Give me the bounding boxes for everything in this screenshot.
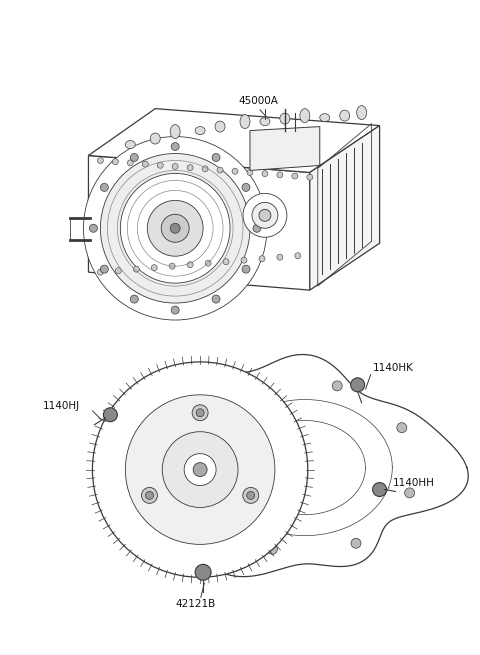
- Circle shape: [212, 295, 220, 303]
- Ellipse shape: [357, 105, 367, 120]
- Circle shape: [247, 170, 253, 176]
- Circle shape: [171, 306, 179, 314]
- Polygon shape: [250, 126, 320, 170]
- Text: 1140HK: 1140HK: [372, 363, 413, 373]
- Circle shape: [130, 295, 138, 303]
- Circle shape: [262, 171, 268, 177]
- Circle shape: [259, 255, 265, 262]
- Circle shape: [195, 565, 211, 580]
- Circle shape: [205, 260, 211, 266]
- Circle shape: [259, 210, 271, 221]
- Circle shape: [212, 153, 220, 162]
- Circle shape: [203, 502, 213, 512]
- Text: 1140HH: 1140HH: [393, 477, 434, 487]
- Circle shape: [187, 262, 193, 268]
- Circle shape: [351, 538, 361, 548]
- Ellipse shape: [320, 113, 330, 122]
- Circle shape: [195, 438, 205, 447]
- Circle shape: [372, 483, 386, 496]
- Circle shape: [127, 160, 133, 166]
- Ellipse shape: [240, 115, 250, 128]
- Ellipse shape: [195, 126, 205, 134]
- Circle shape: [241, 257, 247, 263]
- Ellipse shape: [300, 109, 310, 122]
- Ellipse shape: [215, 121, 225, 132]
- Circle shape: [242, 183, 250, 191]
- Circle shape: [295, 253, 301, 259]
- Circle shape: [120, 174, 230, 283]
- Circle shape: [112, 159, 119, 164]
- Circle shape: [192, 405, 208, 421]
- Circle shape: [171, 143, 179, 151]
- Circle shape: [202, 166, 208, 172]
- Ellipse shape: [170, 124, 180, 139]
- Circle shape: [187, 164, 193, 171]
- Circle shape: [125, 395, 275, 544]
- Circle shape: [277, 254, 283, 260]
- Text: 1140HJ: 1140HJ: [43, 401, 80, 411]
- Circle shape: [169, 263, 175, 269]
- Circle shape: [84, 136, 267, 320]
- Circle shape: [232, 168, 238, 174]
- Circle shape: [115, 268, 121, 274]
- Circle shape: [242, 265, 250, 273]
- Circle shape: [142, 161, 148, 167]
- Circle shape: [252, 202, 278, 229]
- Circle shape: [170, 223, 180, 233]
- Circle shape: [292, 173, 298, 179]
- Ellipse shape: [125, 141, 135, 149]
- Circle shape: [307, 174, 313, 180]
- Circle shape: [277, 172, 283, 178]
- Polygon shape: [310, 126, 380, 290]
- Circle shape: [100, 265, 108, 273]
- Circle shape: [130, 153, 138, 162]
- Circle shape: [145, 491, 154, 499]
- Circle shape: [184, 454, 216, 485]
- Circle shape: [103, 408, 117, 422]
- Circle shape: [217, 167, 223, 173]
- Circle shape: [100, 153, 250, 303]
- Ellipse shape: [280, 113, 290, 124]
- Circle shape: [172, 164, 178, 170]
- Circle shape: [163, 216, 187, 240]
- Text: 42121B: 42121B: [175, 599, 215, 609]
- Circle shape: [397, 422, 407, 433]
- Ellipse shape: [150, 133, 160, 144]
- Circle shape: [267, 544, 277, 554]
- Polygon shape: [88, 109, 380, 172]
- Circle shape: [97, 269, 103, 275]
- Circle shape: [196, 409, 204, 417]
- Circle shape: [243, 487, 259, 503]
- Text: 45000A: 45000A: [238, 96, 278, 105]
- Circle shape: [243, 193, 287, 237]
- Circle shape: [89, 224, 97, 233]
- Circle shape: [133, 266, 139, 272]
- Circle shape: [351, 378, 365, 392]
- Circle shape: [249, 387, 259, 397]
- Ellipse shape: [260, 118, 270, 126]
- Circle shape: [147, 200, 203, 256]
- Polygon shape: [176, 354, 468, 576]
- Circle shape: [162, 432, 238, 508]
- Circle shape: [142, 487, 157, 503]
- Circle shape: [405, 488, 415, 498]
- Circle shape: [247, 491, 255, 499]
- Circle shape: [100, 183, 108, 191]
- Circle shape: [253, 224, 261, 233]
- Circle shape: [93, 362, 308, 577]
- Circle shape: [157, 162, 163, 168]
- Circle shape: [161, 214, 189, 242]
- Circle shape: [223, 259, 229, 265]
- Circle shape: [332, 381, 342, 391]
- Circle shape: [193, 462, 207, 477]
- Ellipse shape: [340, 110, 350, 121]
- Circle shape: [151, 265, 157, 271]
- Circle shape: [97, 157, 103, 164]
